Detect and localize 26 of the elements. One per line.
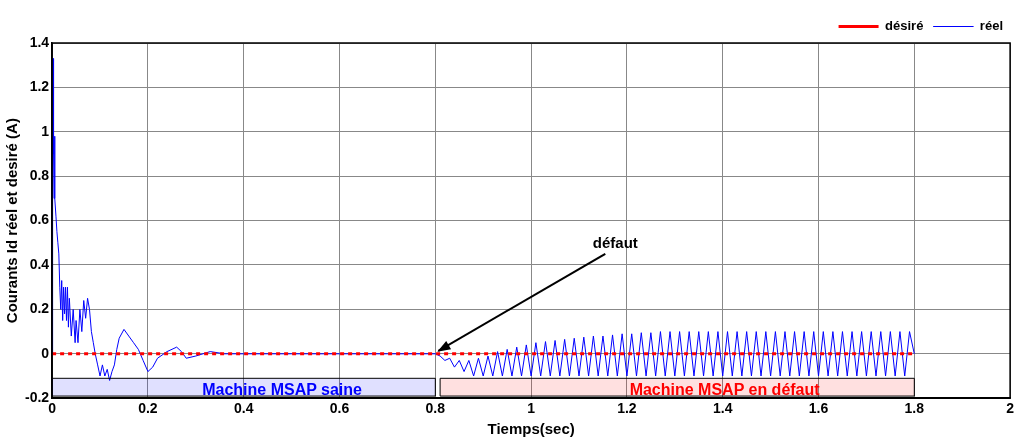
y-tick-label: 1 [41, 122, 50, 139]
x-tick-label: 1.8 [904, 400, 925, 417]
band-label: Machine MSAP en défaut [629, 381, 821, 399]
x-tick-label: 1 [527, 400, 536, 417]
legend-label: réel [979, 18, 1004, 34]
x-tick-label: 1.6 [808, 400, 829, 417]
band-label: Machine MSAP saine [202, 381, 363, 399]
x-axis-title: Tiemps(sec) [487, 420, 575, 438]
y-tick-label: 1.2 [29, 78, 50, 95]
x-tick-label: 2 [1006, 400, 1015, 417]
x-tick-label: 0.4 [233, 400, 254, 417]
y-tick-label: 0.6 [29, 211, 50, 228]
y-tick-label: 0.2 [29, 300, 50, 317]
x-tick-label: 0.8 [425, 400, 446, 417]
y-tick-label: 1.4 [29, 33, 50, 50]
y-axis-title: Courants Id réel et desiré (A) [3, 118, 21, 324]
y-tick-label: 0.8 [29, 167, 50, 184]
y-tick-label: 0 [41, 344, 50, 361]
y-tick-label: -0.2 [25, 389, 50, 406]
annotation: défaut [592, 233, 638, 251]
x-tick-label: 1.2 [617, 400, 637, 417]
y-tick-label: 0.4 [29, 255, 50, 272]
x-tick-label: 0.6 [329, 400, 350, 417]
x-tick-label: 0.2 [138, 400, 158, 417]
legend-label: désiré [885, 18, 924, 34]
x-tick-label: 1.4 [712, 400, 733, 417]
